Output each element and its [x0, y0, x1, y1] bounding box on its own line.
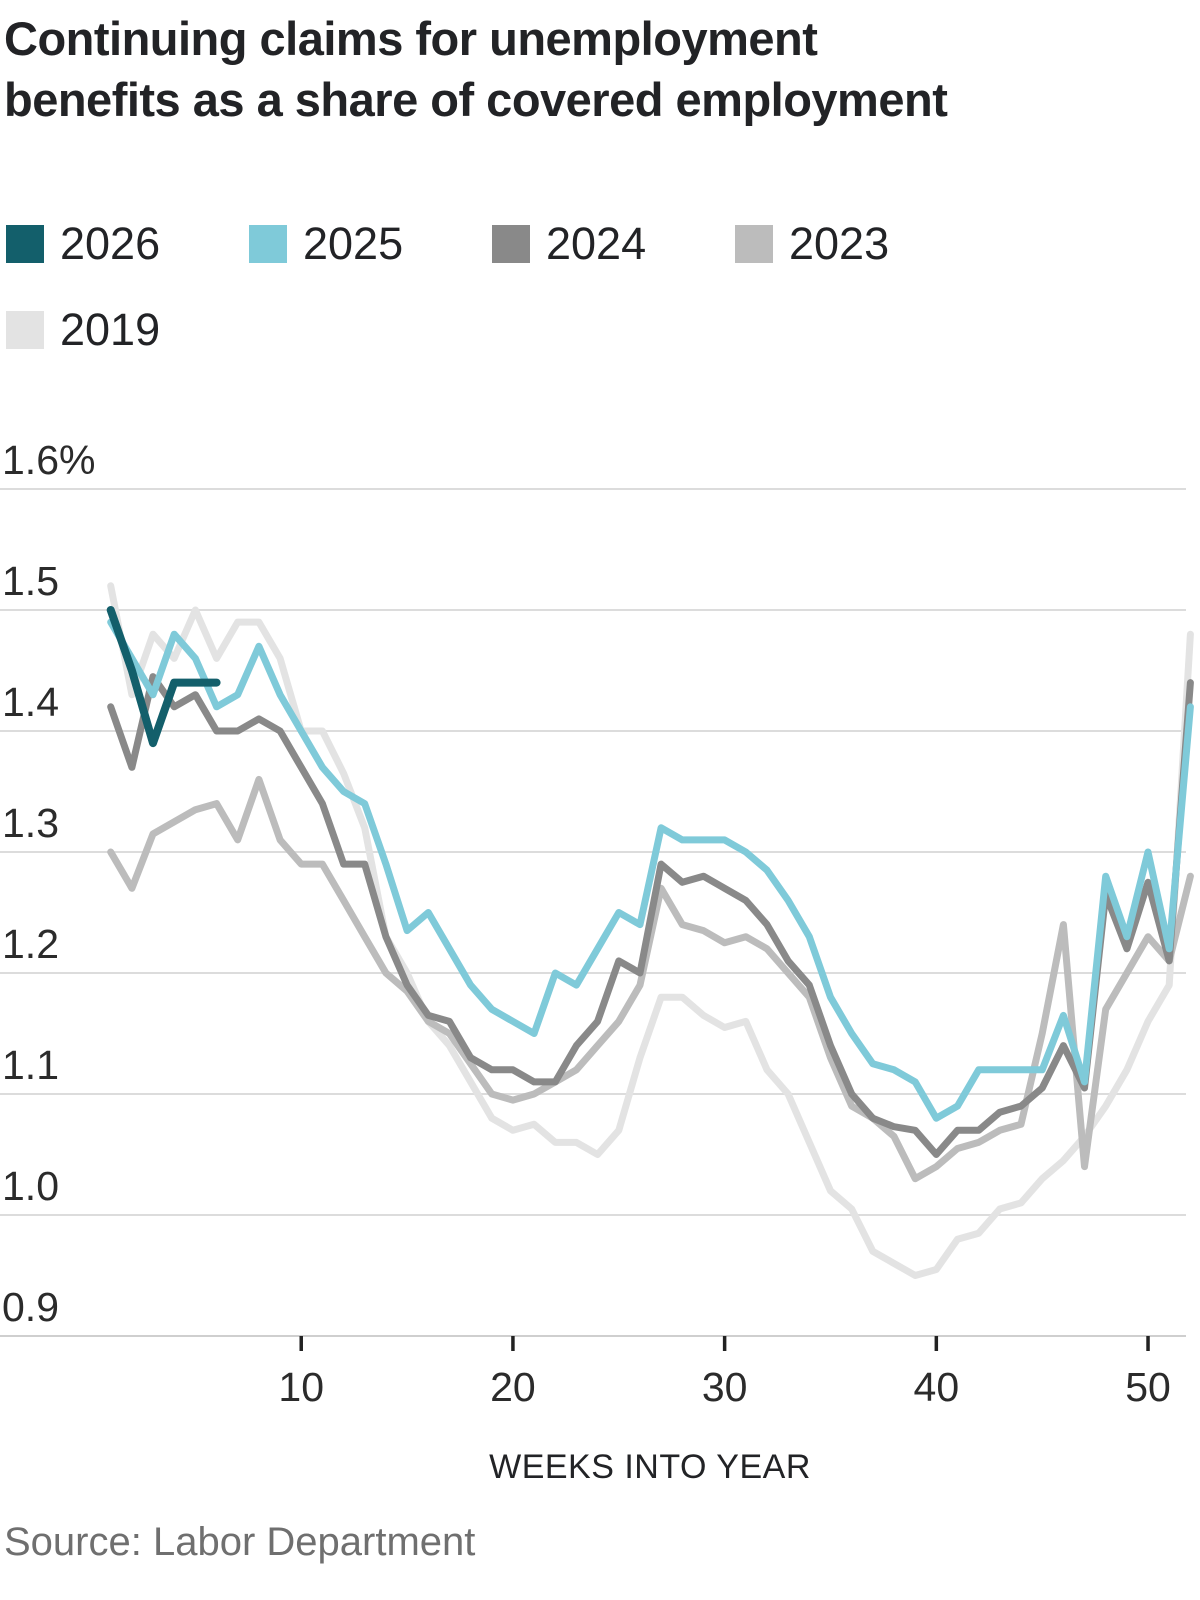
x-axis-label-40: 40: [913, 1364, 960, 1410]
legend-label-2025: 2025: [303, 218, 404, 269]
legend-item-2024: 2024: [492, 218, 677, 270]
legend-label-2026: 2026: [60, 218, 161, 269]
x-axis-label-30: 30: [701, 1364, 748, 1410]
series-line-2019: [107, 582, 1194, 1279]
legend-swatch-2025: [249, 225, 287, 263]
legend-swatch-2026: [6, 225, 44, 263]
legend-item-2019: 2019: [6, 304, 191, 356]
legend: 2026 2025 2024 2023 2019: [6, 218, 1106, 356]
chart-title-line2: benefits as a share of covered employmen…: [4, 73, 948, 126]
y-axis-label-1.5: 1.5: [2, 558, 59, 604]
x-axis-title: WEEKS INTO YEAR: [489, 1448, 811, 1486]
chart-title-line1: Continuing claims for unemployment: [4, 12, 818, 65]
series-line-2023: [107, 775, 1194, 1183]
y-axis-label-1.0: 1.0: [2, 1163, 59, 1209]
legend-label-2023: 2023: [789, 218, 890, 269]
x-axis-label-10: 10: [278, 1364, 325, 1410]
series-line-2025: [107, 618, 1194, 1122]
legend-item-2023: 2023: [735, 218, 920, 270]
y-axis-label-1.2: 1.2: [2, 921, 59, 967]
legend-item-2025: 2025: [249, 218, 434, 270]
source-note: Source: Labor Department: [4, 1520, 476, 1564]
chart-title: Continuing claims for unemployment benef…: [4, 8, 1154, 130]
y-axis-label-1.3: 1.3: [2, 800, 59, 846]
x-axis-label-50: 50: [1125, 1364, 1171, 1410]
y-axis-label-1.1: 1.1: [2, 1042, 59, 1088]
legend-swatch-2024: [492, 225, 530, 263]
legend-swatch-2023: [735, 225, 773, 263]
y-axis-label-0.9: 0.9: [2, 1284, 59, 1330]
series-line-2026: [106, 606, 221, 748]
legend-label-2019: 2019: [60, 304, 161, 355]
series-line-2024: [107, 673, 1194, 1158]
x-axis-label-20: 20: [490, 1364, 536, 1410]
y-axis-label-1.4: 1.4: [2, 679, 59, 725]
legend-label-2024: 2024: [546, 218, 647, 269]
legend-swatch-2019: [6, 311, 44, 349]
legend-item-2026: 2026: [6, 218, 191, 270]
y-axis-label-1.6%: 1.6%: [2, 437, 96, 483]
